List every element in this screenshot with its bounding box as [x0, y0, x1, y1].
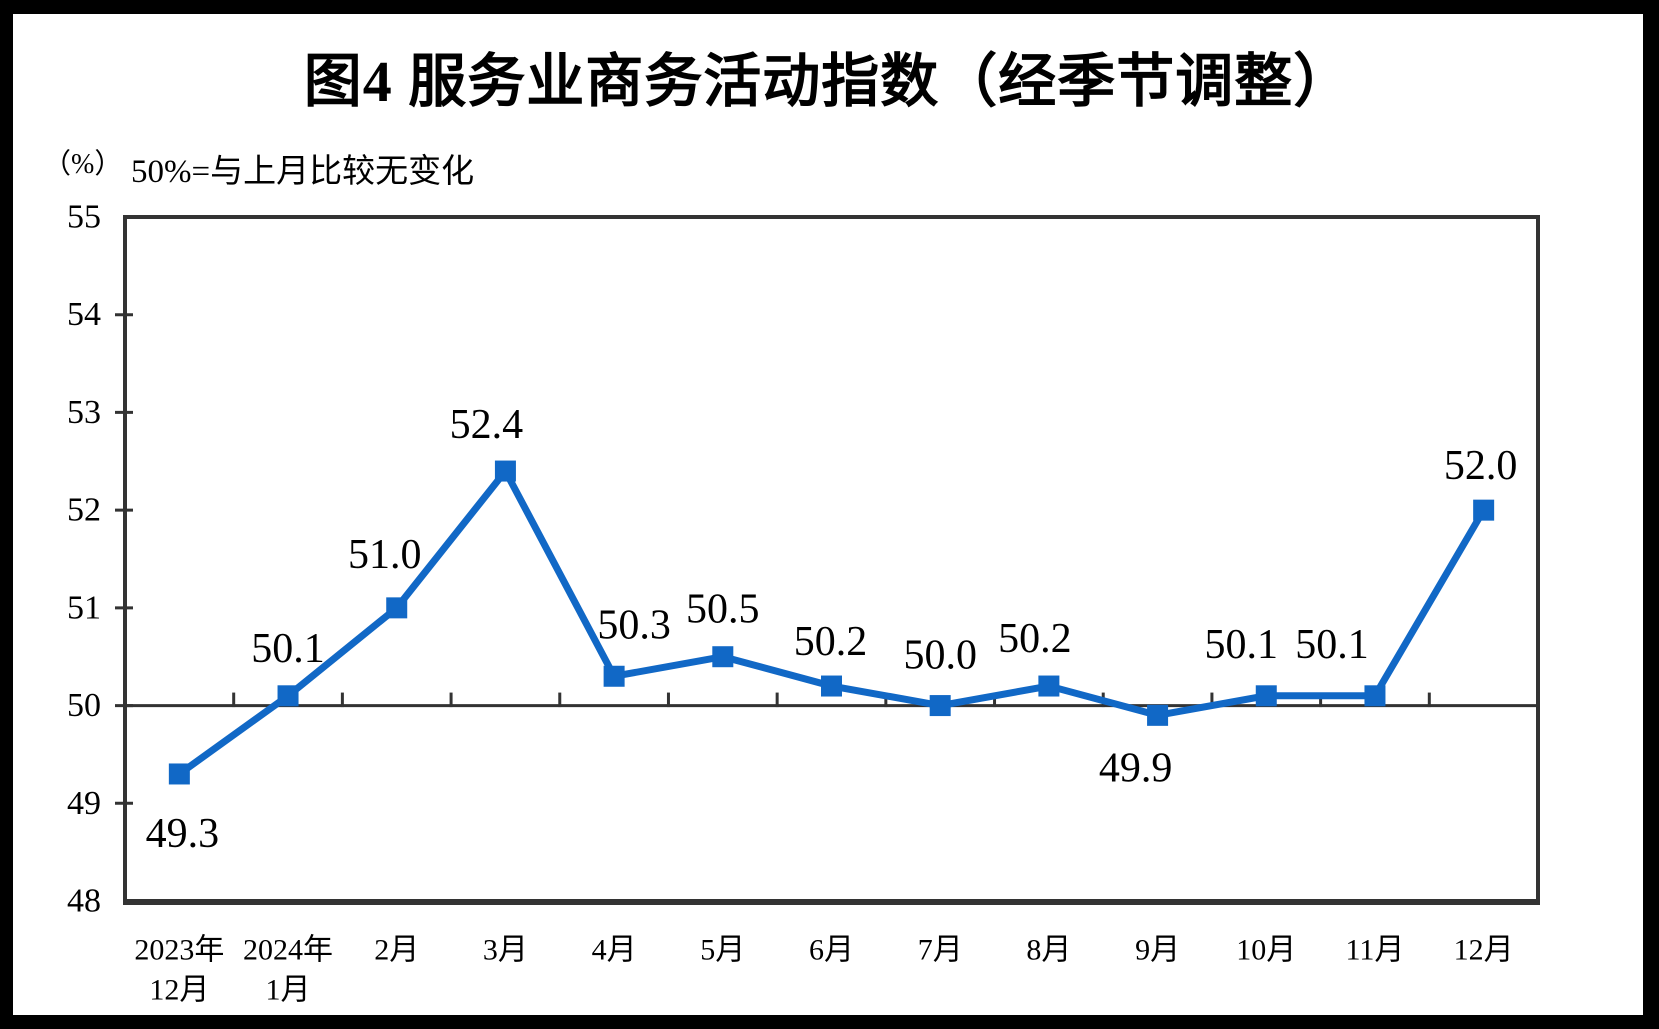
data-point-label: 49.3 [146, 811, 220, 857]
data-point-marker [603, 665, 625, 687]
chart-title: 图4 服务业商务活动指数（经季节调整） [303, 49, 1353, 114]
data-point-marker [386, 597, 408, 619]
data-point-marker [168, 763, 190, 785]
chart-page: 图4 服务业商务活动指数（经季节调整） （%） 50%=与上月比较无变化 48 4… [13, 14, 1643, 1015]
data-point-label: 50.0 [903, 633, 977, 679]
reference-note: 50%=与上月比较无变化 [131, 154, 475, 190]
data-point-marker [277, 685, 299, 707]
data-point-label: 50.1 [1295, 622, 1369, 668]
y-axis-tick-label: 49 [67, 785, 101, 822]
x-axis-category-label: 6月 [809, 934, 854, 967]
data-point-marker [1364, 685, 1386, 707]
y-axis-unit-label: （%） [43, 149, 123, 180]
x-axis-category-label: 3月 [483, 934, 528, 967]
data-point-label: 50.2 [794, 619, 868, 665]
data-point-marker [1255, 685, 1277, 707]
data-point-marker [1038, 675, 1060, 697]
data-point-label: 52.4 [450, 402, 524, 448]
y-axis-tick-label: 52 [67, 492, 101, 529]
data-point-label: 50.1 [251, 626, 325, 672]
y-axis-tick-label: 48 [67, 883, 101, 920]
y-axis-tick-label: 54 [67, 296, 101, 333]
x-axis-category-label: 9月 [1135, 934, 1180, 967]
x-axis-category-label: 12月 [149, 974, 209, 1007]
x-axis-category-label: 11月 [1346, 934, 1405, 967]
x-axis-category-label: 4月 [592, 934, 637, 967]
data-point-marker [1473, 499, 1495, 521]
data-point-marker [494, 460, 516, 482]
data-point-marker [929, 695, 951, 717]
chart-canvas: 48 49 50 51 52 53 54 55 2023年 12月 2024年 1月 2月 3月 4月 5月 6… [67, 199, 1540, 1007]
x-axis-category-label: 2023年 [134, 934, 224, 967]
x-axis-category-label: 8月 [1026, 934, 1071, 967]
y-axis-tick-label: 51 [67, 589, 101, 626]
x-axis-category-label: 1月 [266, 974, 311, 1007]
data-point-label: 50.3 [597, 602, 671, 648]
y-axis-tick-label: 55 [67, 199, 101, 236]
plot-border [123, 215, 1540, 903]
x-axis-category-label: 2月 [374, 934, 419, 967]
data-point-label: 49.9 [1099, 745, 1173, 791]
x-axis-category-label: 7月 [918, 934, 963, 967]
data-point-marker [821, 675, 842, 697]
data-point-label: 52.0 [1444, 443, 1518, 489]
x-axis-category-label: 12月 [1454, 934, 1514, 967]
data-point-marker [712, 646, 734, 668]
y-axis-tick-label: 53 [67, 394, 101, 431]
x-axis-category-label: 2024年 [243, 934, 333, 967]
data-point-label: 51.0 [348, 532, 422, 578]
data-point-label: 50.2 [998, 616, 1072, 662]
x-axis-category-label: 10月 [1236, 934, 1296, 967]
x-axis-category-label: 5月 [700, 934, 745, 967]
data-point-label: 50.1 [1205, 622, 1279, 668]
y-axis-tick-label: 50 [67, 687, 101, 724]
data-point-marker [1147, 704, 1169, 726]
data-point-label: 50.5 [686, 587, 760, 633]
